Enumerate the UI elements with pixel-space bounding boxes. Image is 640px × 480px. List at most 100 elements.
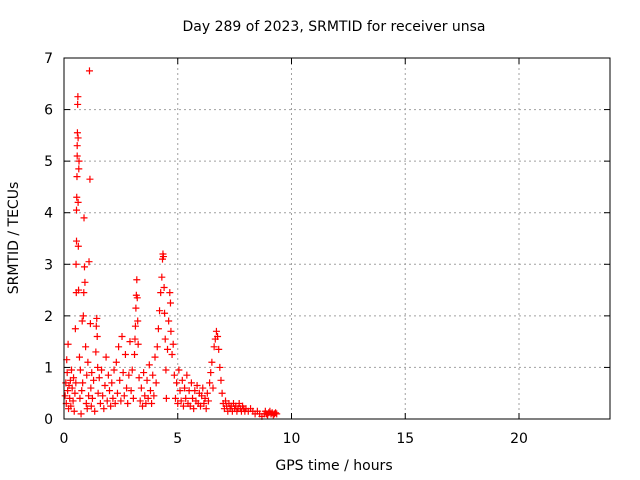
data-point [64, 387, 72, 395]
data-point [106, 387, 113, 395]
data-point [153, 343, 161, 351]
data-point [99, 392, 107, 400]
data-point [74, 198, 82, 206]
data-point [73, 237, 81, 245]
data-point [134, 317, 142, 325]
data-point [177, 397, 185, 405]
data-point [124, 400, 132, 408]
data-point [126, 338, 134, 346]
data-point [170, 371, 178, 379]
data-point [63, 369, 71, 377]
grid-layer [64, 58, 610, 419]
data-point [128, 366, 136, 374]
data-point [72, 260, 80, 268]
data-point [193, 381, 201, 389]
data-point [75, 353, 83, 361]
data-point [107, 402, 115, 410]
data-point [181, 384, 189, 392]
data-point [118, 332, 126, 340]
data-point [100, 405, 108, 413]
data-point [272, 409, 280, 417]
data-point [151, 353, 159, 361]
data-point [109, 394, 117, 402]
data-point [176, 387, 184, 395]
data-point [140, 369, 148, 377]
data-point [175, 366, 183, 374]
data-point [64, 340, 72, 348]
data-point [88, 394, 96, 402]
data-point [72, 379, 80, 387]
y-tick-label: 4 [44, 206, 53, 222]
data-point [200, 400, 208, 408]
data-point [209, 384, 217, 392]
data-point [214, 332, 222, 340]
data-point [86, 320, 94, 328]
data-point [82, 400, 90, 408]
data-point [152, 379, 160, 387]
data-point [131, 351, 139, 359]
data-point [80, 289, 88, 297]
data-point [73, 142, 81, 150]
data-point [146, 387, 154, 395]
x-tick-label: 20 [510, 431, 528, 447]
data-point [162, 366, 170, 374]
data-point [208, 358, 216, 366]
data-point [68, 366, 76, 374]
data-point [159, 253, 167, 261]
data-point [148, 400, 156, 408]
data-point [166, 289, 174, 297]
data-point [70, 374, 78, 382]
data-point [78, 387, 86, 395]
data-point [85, 258, 93, 266]
data-point [94, 389, 102, 397]
data-point [74, 242, 82, 250]
data-point [134, 340, 142, 348]
data-point [67, 402, 75, 410]
data-point [103, 397, 111, 405]
data-point [125, 371, 133, 379]
data-point [110, 366, 118, 374]
data-point [160, 283, 168, 291]
data-point [73, 173, 81, 181]
data-point [203, 389, 211, 397]
data-point [187, 379, 195, 387]
data-point [113, 389, 121, 397]
data-point [166, 299, 174, 307]
data-point [83, 405, 91, 413]
data-point [82, 343, 90, 351]
data-point [161, 309, 169, 317]
data-point [150, 392, 158, 400]
data-points [61, 67, 281, 420]
data-point [206, 379, 214, 387]
data-point [74, 100, 82, 108]
data-point [75, 286, 83, 294]
data-point [199, 384, 207, 392]
data-point [169, 340, 177, 348]
data-point [167, 327, 175, 335]
data-point [217, 376, 225, 384]
data-point [73, 206, 81, 214]
data-point [149, 371, 157, 379]
data-point [171, 394, 179, 402]
data-point [273, 410, 281, 418]
data-point [85, 392, 93, 400]
data-point [71, 389, 79, 397]
data-point [207, 369, 215, 377]
data-point [80, 214, 88, 222]
data-point [115, 343, 123, 351]
data-point [131, 335, 139, 343]
data-point [95, 374, 103, 382]
data-point [93, 314, 101, 322]
data-point [75, 157, 83, 165]
data-point [210, 343, 218, 351]
data-point [127, 387, 135, 395]
data-point [73, 129, 81, 137]
data-point [85, 67, 93, 75]
data-point [215, 345, 223, 353]
data-point [81, 278, 89, 286]
data-point [120, 392, 128, 400]
data-point [164, 345, 172, 353]
data-point [133, 294, 141, 302]
